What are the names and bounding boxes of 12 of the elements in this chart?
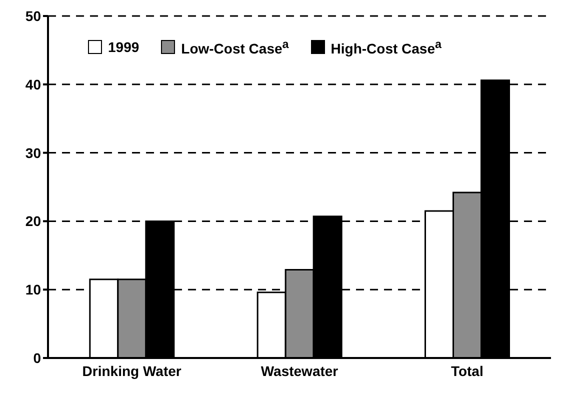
- y-tick-label: 50: [25, 8, 42, 24]
- y-tick-label: 10: [25, 282, 42, 298]
- x-tick-label: Total: [450, 362, 484, 379]
- x-tick-label: Wastewater: [260, 362, 339, 379]
- y-tick-label: 30: [25, 144, 42, 161]
- y-tick-label: 40: [25, 76, 42, 92]
- legend-label: High-Cost Case$^{a}$: [330, 38, 442, 57]
- x-tick-label: Drinking Water: [82, 362, 182, 379]
- legend-label: 1999: [108, 39, 140, 56]
- y-tick-label: 0: [33, 350, 42, 366]
- y-tick-label: 20: [25, 213, 42, 230]
- legend-label: Low-Cost Case$^{a}$: [181, 38, 289, 57]
